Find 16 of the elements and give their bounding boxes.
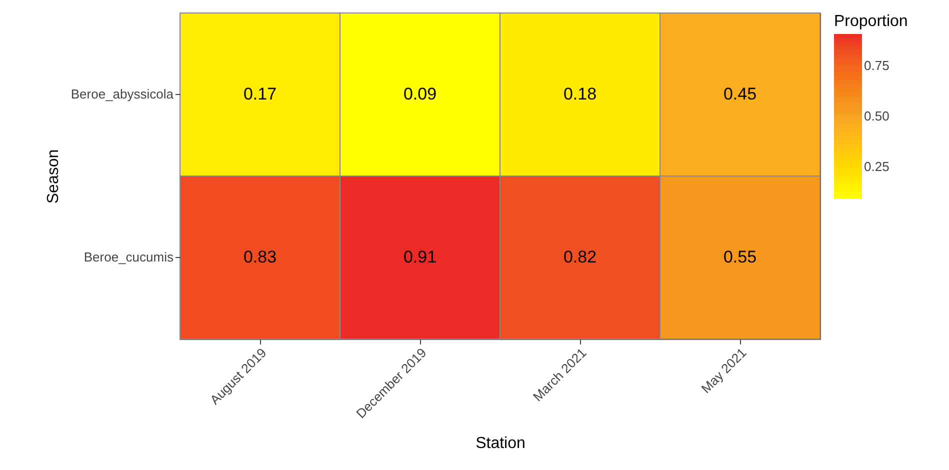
data-label: 0.83 [243,248,277,266]
data-label: 0.18 [563,84,597,104]
y-tick-label: Beroe_abyssicola [70,86,174,102]
data-label: 0.91 [403,248,437,266]
data-label: 0.82 [563,248,597,266]
x-axis-title: Station [476,435,526,452]
color-bar-label: 0.50 [864,108,890,124]
legend-title: Proportion [834,13,908,30]
data-label: 0.55 [723,248,757,266]
color-bar-label: 0.25 [864,158,890,174]
data-label: 0.17 [243,84,277,104]
data-label: 0.45 [723,84,757,104]
y-axis-title: Season [44,149,62,204]
data-label: 0.09 [403,84,437,104]
color-bar-label: 0.75 [864,58,890,74]
y-tick-label: Beroe_cucumis [84,250,174,264]
